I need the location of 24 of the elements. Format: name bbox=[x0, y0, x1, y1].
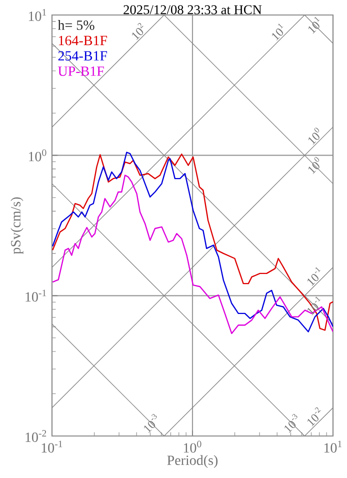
annotation: 10$^{-1}$ bbox=[307, 296, 321, 316]
annotation: 10$^{0}$ bbox=[308, 128, 320, 145]
y-tick-label: 10$^{1}$ bbox=[28, 9, 46, 21]
annotation: 10$^{0}$ bbox=[308, 157, 320, 174]
y-tick-label: 10$^{-2}$ bbox=[26, 430, 46, 442]
text: UP-B1F bbox=[58, 66, 104, 76]
x-tick-label: 10$^{0}$ bbox=[184, 440, 202, 453]
x-tick-label: 10$^{-1}$ bbox=[42, 440, 62, 453]
y-tick-label: 10$^{-1}$ bbox=[26, 290, 46, 302]
annotation: 10$^{1}$ bbox=[272, 24, 284, 41]
annotation: 10$^{-3}$ bbox=[284, 414, 298, 433]
chart-title: 2025/12/08 23:33 at HCN bbox=[124, 5, 262, 14]
annotation: 10$^{2}$ bbox=[132, 22, 144, 40]
annotation: h= 5% bbox=[58, 20, 94, 30]
annotation: 10$^{-1}$ bbox=[307, 267, 321, 286]
x-tick-label: 10$^{1}$ bbox=[324, 440, 342, 453]
text: 164-B1F bbox=[58, 36, 108, 46]
y-axis-title: pSv(cm/s) bbox=[10, 197, 24, 254]
annotation: 10$^{-2}$ bbox=[307, 407, 321, 426]
y-tick-label: 10$^{0}$ bbox=[28, 149, 46, 162]
annotation: 10$^{-3}$ bbox=[144, 414, 157, 433]
text: 254-B1F bbox=[58, 51, 108, 61]
annotation: 10$^{1}$ bbox=[308, 16, 320, 34]
x-axis-title: Period(s) bbox=[167, 455, 218, 468]
